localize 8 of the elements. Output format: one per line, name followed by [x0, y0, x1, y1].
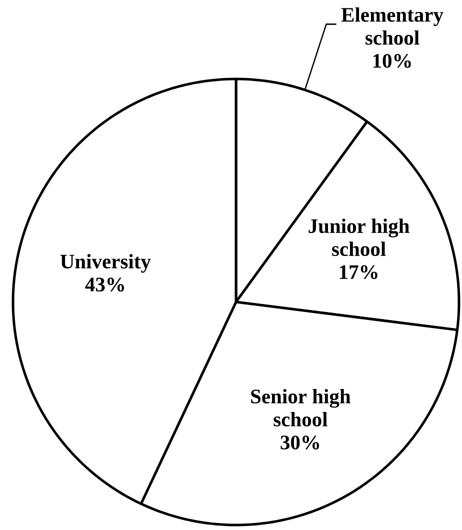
data-label: 17% [340, 265, 378, 280]
slice-label: University [60, 254, 151, 273]
data-label: 30% [280, 436, 320, 450]
data-label: 43% [85, 278, 124, 292]
slice-label: Junior high school [308, 218, 410, 256]
data-label: 10% [373, 54, 411, 68]
slice-label: Elementary school [341, 7, 444, 45]
slice-label: Senior high school [251, 388, 351, 426]
